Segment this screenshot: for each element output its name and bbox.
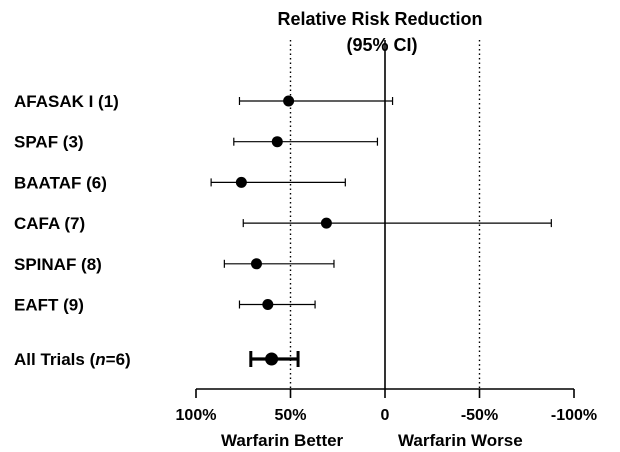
caption-warfarin-worse: Warfarin Worse bbox=[398, 431, 523, 450]
x-tick-label: 0 bbox=[381, 407, 390, 424]
study-label: SPAF (3) bbox=[14, 133, 84, 152]
study-label: CAFA (7) bbox=[14, 214, 85, 233]
point-estimate bbox=[271, 136, 283, 148]
study-label: EAFT (9) bbox=[14, 296, 84, 315]
study-label: SPINAF (8) bbox=[14, 255, 102, 274]
x-tick-label: -100% bbox=[551, 407, 597, 424]
study-rows: AFASAK I (1) SPAF (3) BAATAF (6) CAFA (7) SP… bbox=[14, 92, 552, 369]
chart-title-line-2: (95% CI) bbox=[346, 35, 417, 55]
chart-title-line-1: Relative Risk Reduction bbox=[277, 9, 482, 29]
point-estimate bbox=[250, 258, 262, 270]
point-estimate bbox=[262, 299, 274, 310]
point-estimate bbox=[235, 176, 247, 188]
pooled-point-estimate bbox=[265, 352, 279, 366]
study-label: BAATAF (6) bbox=[14, 173, 107, 192]
point-estimate bbox=[283, 95, 295, 107]
x-tick-label: 50% bbox=[274, 407, 306, 424]
study-label: AFASAK I (1) bbox=[14, 92, 119, 111]
point-estimate bbox=[320, 217, 332, 229]
x-tick-label: -50% bbox=[461, 407, 498, 424]
pooled-label: All Trials (n=6) bbox=[14, 350, 131, 369]
x-axis: 100% 50% 0 -50% -100% bbox=[176, 40, 597, 424]
caption-warfarin-better: Warfarin Better bbox=[221, 431, 344, 450]
x-tick-label: 100% bbox=[176, 407, 217, 424]
